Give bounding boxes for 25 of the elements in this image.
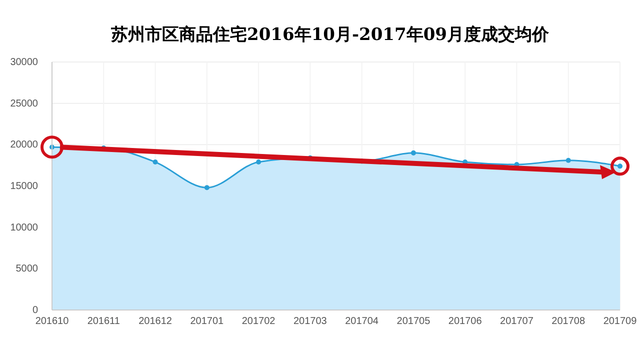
x-tick-label: 201708 bbox=[552, 316, 586, 327]
x-tick-label: 201709 bbox=[603, 316, 638, 327]
x-tick-label: 201705 bbox=[396, 316, 431, 327]
y-tick-label: 25000 bbox=[10, 98, 38, 110]
x-tick-label: 201612 bbox=[138, 316, 172, 327]
point bbox=[152, 160, 158, 165]
x-tick-label: 201704 bbox=[345, 316, 379, 327]
y-tick-label: 30000 bbox=[10, 57, 38, 68]
x-tick-label: 201611 bbox=[87, 316, 120, 327]
point bbox=[410, 150, 416, 156]
chart-title: 苏州市区商品住宅2016年10月-2017年09月度成交均价 bbox=[110, 25, 550, 45]
x-tick-label: 201707 bbox=[500, 316, 534, 327]
y-tick-label: 15000 bbox=[10, 181, 38, 192]
x-tick-label: 201706 bbox=[448, 316, 482, 327]
x-tick-label: 201703 bbox=[293, 316, 328, 327]
x-tick-label: 201702 bbox=[242, 316, 276, 327]
x-tick-label: 201610 bbox=[35, 316, 70, 327]
y-tick-label: 5000 bbox=[16, 264, 38, 275]
y-tick-label: 20000 bbox=[10, 140, 38, 151]
point bbox=[566, 158, 571, 163]
y-tick-label: 10000 bbox=[10, 222, 38, 234]
point bbox=[204, 185, 210, 190]
y-tick-label: 0 bbox=[32, 305, 38, 316]
x-tick-label: 201701 bbox=[190, 316, 224, 327]
point bbox=[256, 160, 262, 165]
